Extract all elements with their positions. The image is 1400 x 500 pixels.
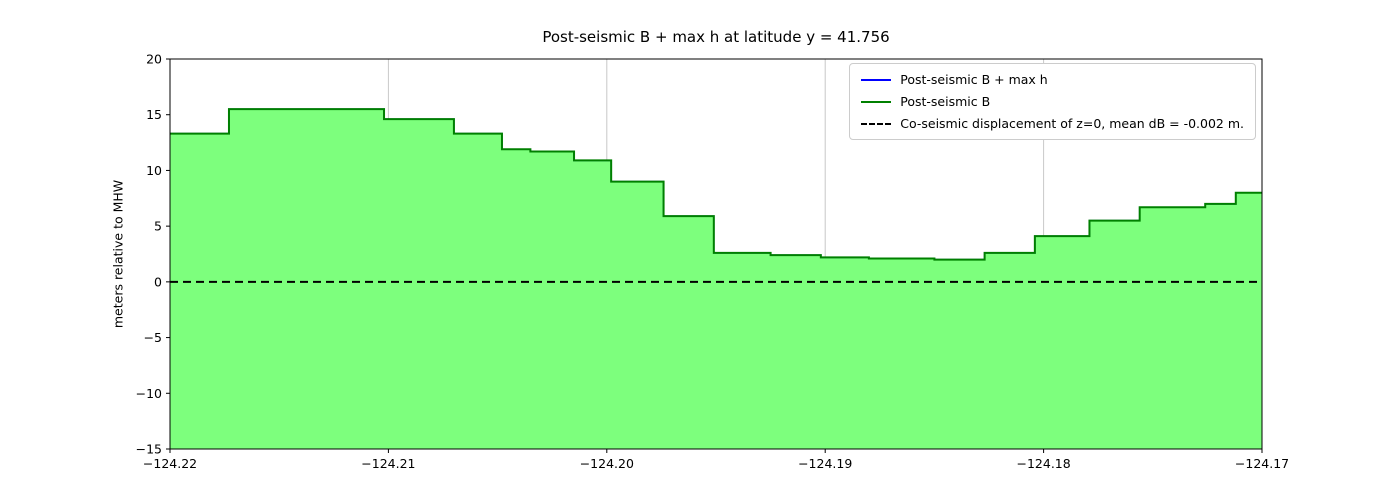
y-tick-label: 5 xyxy=(154,219,162,234)
legend-line-sample xyxy=(861,78,892,81)
legend-label: Post-seismic B + max h xyxy=(900,72,1048,87)
x-tick-label: −124.17 xyxy=(1235,456,1289,471)
line-post-seismic-b xyxy=(170,108,1262,261)
legend-label: Post-seismic B xyxy=(900,94,991,109)
legend-line-sample xyxy=(861,100,892,103)
legend-entry: Post-seismic B xyxy=(861,94,1244,109)
area-fill xyxy=(170,109,1262,449)
axes-border xyxy=(169,58,1263,450)
chart-title: Post-seismic B + max h at latitude y = 4… xyxy=(542,28,890,46)
y-axis-label: meters relative to MHW xyxy=(110,179,126,329)
legend-entry: Co-seismic displacement of z=0, mean dB … xyxy=(861,116,1244,131)
x-tick-label: −124.22 xyxy=(143,456,197,471)
legend-line-sample xyxy=(861,122,892,125)
legend: Post-seismic B + max h Post-seismic B Co-s… xyxy=(849,63,1256,140)
legend-label: Co-seismic displacement of z=0, mean dB … xyxy=(900,116,1244,131)
x-tick-label: −124.18 xyxy=(1016,456,1070,471)
y-tick-label: 15 xyxy=(146,107,162,122)
y-tick-label: 20 xyxy=(146,52,162,67)
y-tick-label: −5 xyxy=(144,330,162,345)
x-tick-label: −124.21 xyxy=(361,456,415,471)
y-tick-label: 0 xyxy=(154,274,162,289)
x-tick-label: −124.20 xyxy=(580,456,634,471)
legend-entry: Post-seismic B + max h xyxy=(861,72,1244,87)
y-tick-label: 10 xyxy=(146,163,162,178)
y-tick-label: −10 xyxy=(136,386,162,401)
y-tick-label: −15 xyxy=(136,442,162,457)
x-tick-label: −124.19 xyxy=(798,456,852,471)
